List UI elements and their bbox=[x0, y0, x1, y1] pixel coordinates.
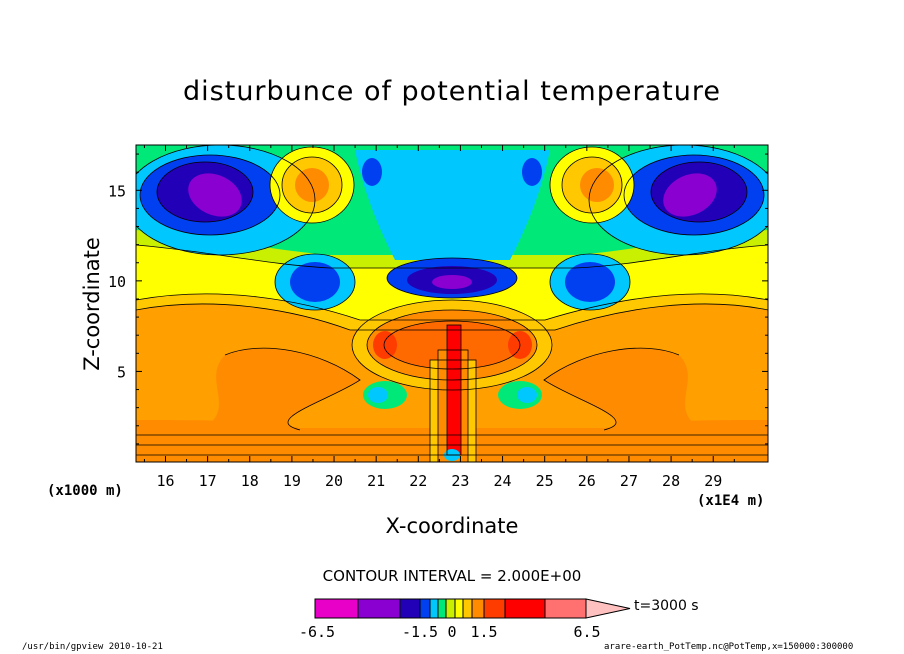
colorbar: -6.5 -1.5 0 1.5 6.5 t=3000 s bbox=[299, 598, 699, 641]
x-tick-label: 16 bbox=[156, 472, 174, 490]
x-tick-label: 25 bbox=[536, 472, 554, 490]
x-axis-label: X-coordinate bbox=[385, 514, 519, 538]
colorbar-segment bbox=[483, 598, 506, 619]
x-tick-label: 26 bbox=[578, 472, 596, 490]
footer-file-info: arare-earth_PotTemp.nc@PotTemp,x=150000:… bbox=[604, 642, 854, 652]
colorbar-segment bbox=[462, 598, 473, 619]
colorbar-segment bbox=[399, 598, 421, 619]
y-tick-label: 10 bbox=[108, 273, 126, 291]
colorbar-segment bbox=[357, 598, 401, 619]
contour-interval-label: CONTOUR INTERVAL = 2.000E+00 bbox=[322, 567, 582, 585]
colorbar-level-label: -6.5 bbox=[299, 623, 335, 641]
plot-frame bbox=[135, 144, 769, 463]
x-tick-label: 29 bbox=[704, 472, 722, 490]
x-unit-label: (x1000 m) bbox=[47, 483, 123, 499]
axes: 16 17 18 19 20 21 22 23 24 25 26 27 28 29 5 10 15 bbox=[108, 145, 768, 490]
x-tick-label: 24 bbox=[494, 472, 512, 490]
chart-title: disturbunce of potential temperature bbox=[183, 76, 721, 107]
footer-program-date: /usr/bin/gpview 2010-10-21 bbox=[22, 642, 163, 652]
x-tick-label: 19 bbox=[283, 472, 301, 490]
colorbar-segment bbox=[504, 598, 546, 619]
colorbar-segment bbox=[314, 598, 359, 619]
colorbar-level-label: 1.5 bbox=[470, 623, 497, 641]
x-tick-label: 23 bbox=[451, 472, 469, 490]
colorbar-arrow bbox=[585, 598, 631, 619]
time-label: t=3000 s bbox=[634, 598, 699, 614]
x-tick-label: 20 bbox=[325, 472, 343, 490]
y-tick-label: 5 bbox=[117, 363, 126, 381]
colorbar-level-label: -1.5 bbox=[402, 623, 438, 641]
x-tick-label: 18 bbox=[241, 472, 259, 490]
x-tick-label: 27 bbox=[620, 472, 638, 490]
colorbar-level-label: 6.5 bbox=[573, 623, 600, 641]
plot-area bbox=[136, 145, 768, 462]
x-scale-label: (x1E4 m) bbox=[697, 493, 765, 509]
colorbar-level-label: 0 bbox=[447, 623, 456, 641]
x-tick-label: 21 bbox=[367, 472, 385, 490]
x-tick-label: 22 bbox=[409, 472, 427, 490]
colorbar-segment bbox=[544, 598, 587, 619]
colorbar-segment bbox=[471, 598, 485, 619]
colorbar-segment bbox=[419, 598, 431, 619]
colorbar-segment bbox=[454, 598, 464, 619]
colorbar-segment bbox=[445, 598, 456, 619]
x-tick-label: 28 bbox=[662, 472, 680, 490]
colorbar-segment bbox=[429, 598, 439, 619]
y-axis-label: Z-coordinate bbox=[80, 237, 104, 371]
y-tick-label: 15 bbox=[108, 182, 126, 200]
x-tick-label: 17 bbox=[199, 472, 217, 490]
colorbar-segment bbox=[437, 598, 447, 619]
